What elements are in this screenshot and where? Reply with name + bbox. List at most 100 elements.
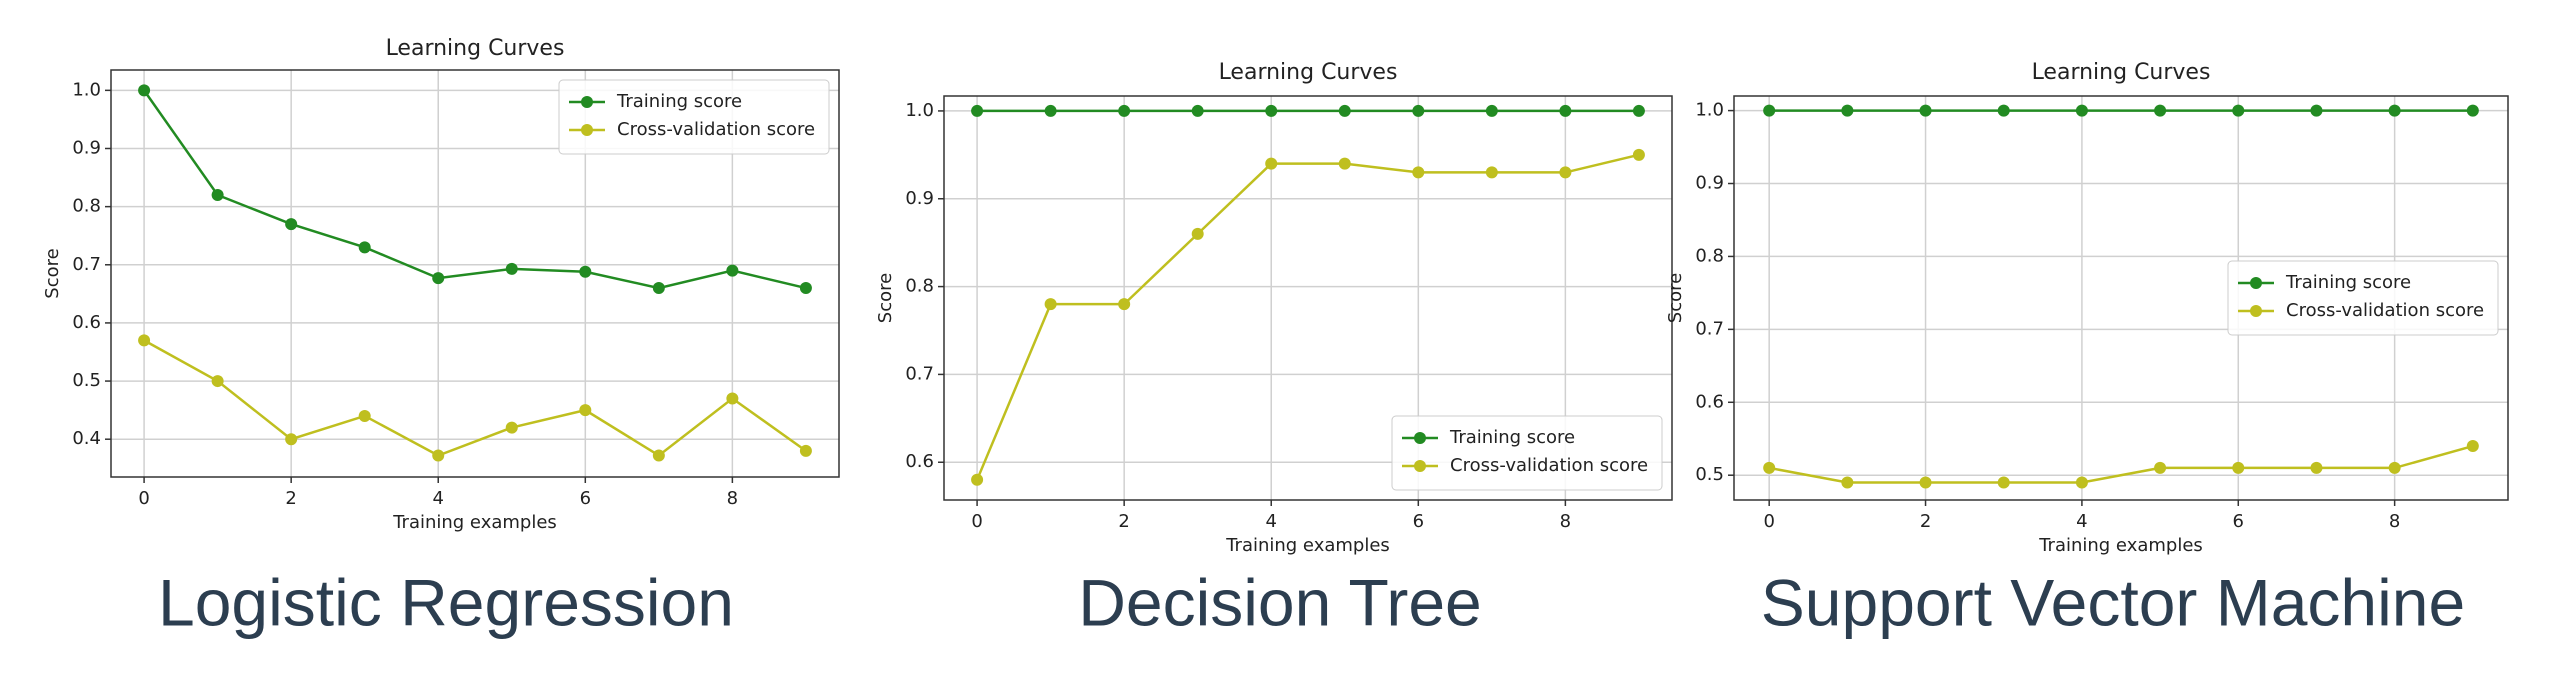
- y-axis-label: Score: [42, 248, 63, 298]
- y-tick-label: 0.7: [905, 363, 934, 384]
- x-tick-label: 4: [433, 488, 444, 509]
- data-point: [2075, 104, 2088, 117]
- data-point: [2388, 461, 2401, 474]
- x-tick-label: 4: [2076, 511, 2087, 532]
- data-point: [1632, 148, 1645, 161]
- legend-label: Training score: [2285, 272, 2411, 293]
- data-point: [971, 104, 984, 117]
- data-point: [138, 334, 151, 347]
- chart-caption: Logistic Regression: [158, 565, 734, 639]
- data-point: [652, 449, 665, 462]
- data-point: [358, 241, 371, 254]
- data-point: [1841, 104, 1854, 117]
- x-axis-label: Training examples: [2038, 535, 2203, 556]
- data-point: [2232, 461, 2245, 474]
- data-point: [2466, 104, 2479, 117]
- data-point: [2466, 440, 2479, 453]
- data-point: [1191, 104, 1204, 117]
- y-axis-label: Score: [875, 273, 896, 323]
- data-point: [579, 404, 592, 417]
- y-tick-label: 0.6: [1695, 391, 1724, 412]
- legend-box: [1391, 415, 1663, 491]
- legend: Training score Cross-validation score: [2227, 260, 2499, 336]
- y-tick-label: 1.0: [1695, 100, 1724, 121]
- legend-label: Cross-validation score: [1450, 455, 1648, 476]
- x-axis-label: Training examples: [1225, 535, 1390, 556]
- data-point: [1559, 166, 1572, 179]
- series-line: [1768, 444, 2474, 484]
- data-point: [285, 433, 298, 446]
- y-tick-label: 0.9: [1695, 173, 1724, 194]
- x-tick-label: 2: [285, 488, 296, 509]
- data-point: [2310, 104, 2323, 117]
- data-point: [1997, 104, 2010, 117]
- data-point: [1412, 166, 1425, 179]
- x-tick-label: 6: [1413, 511, 1424, 532]
- y-tick-label: 0.9: [905, 188, 934, 209]
- data-point: [432, 449, 445, 462]
- chart-title: Learning Curves: [2032, 60, 2211, 85]
- legend: Training score Cross-validation score: [558, 79, 830, 155]
- data-point: [2310, 461, 2323, 474]
- data-point: [1118, 298, 1131, 311]
- chart-caption: Support Vector Machine: [1761, 565, 2465, 639]
- x-axis-label: Training examples: [392, 512, 557, 533]
- data-point: [1191, 227, 1204, 240]
- y-tick-label: 0.4: [72, 428, 101, 449]
- data-point: [799, 444, 812, 457]
- y-axis-label: Score: [1665, 273, 1686, 323]
- y-tick-label: 0.5: [1695, 464, 1724, 485]
- y-tick-label: 0.6: [72, 312, 101, 333]
- y-tick-label: 0.8: [72, 196, 101, 217]
- x-tick-label: 8: [2389, 511, 2400, 532]
- data-point: [2232, 104, 2245, 117]
- x-tick-label: 8: [1560, 511, 1571, 532]
- legend-marker: [1414, 460, 1426, 472]
- x-tick-label: 6: [2233, 511, 2244, 532]
- data-point: [726, 264, 739, 277]
- legend-box: [558, 79, 830, 155]
- data-point: [1412, 104, 1425, 117]
- data-point: [1919, 104, 1932, 117]
- data-point: [1265, 104, 1278, 117]
- data-point: [505, 421, 518, 434]
- legend-marker: [581, 124, 593, 136]
- series-line: [975, 153, 1640, 481]
- series-line: [143, 89, 807, 290]
- plot-frame: [943, 95, 1673, 501]
- data-point: [1338, 157, 1351, 170]
- y-tick-label: 0.7: [72, 254, 101, 275]
- plot-frame: [110, 69, 840, 478]
- data-point: [211, 189, 224, 202]
- data-point: [1118, 104, 1131, 117]
- data-point: [726, 392, 739, 405]
- data-point: [1763, 104, 1776, 117]
- legend-marker: [581, 96, 593, 108]
- data-point: [2154, 104, 2167, 117]
- y-tick-label: 0.9: [72, 137, 101, 158]
- x-tick-label: 0: [138, 488, 149, 509]
- y-tick-label: 0.8: [905, 276, 934, 297]
- x-tick-label: 2: [1118, 511, 1129, 532]
- y-tick-label: 0.6: [905, 451, 934, 472]
- data-point: [971, 473, 984, 486]
- data-point: [358, 409, 371, 422]
- legend-box: [2227, 260, 2499, 336]
- data-point: [1919, 476, 1932, 489]
- legend-marker: [1414, 432, 1426, 444]
- data-point: [1763, 461, 1776, 474]
- chart-title: Learning Curves: [1219, 60, 1398, 85]
- chart-caption: Decision Tree: [1078, 565, 1482, 639]
- data-point: [1485, 166, 1498, 179]
- data-point: [1559, 104, 1572, 117]
- chart: 0 2 4 6 8 0.4 0.5 0.6 0.7 0.8 0.9 1.0 Learning Curve…: [42, 36, 840, 639]
- data-point: [505, 262, 518, 275]
- legend-marker: [2250, 305, 2262, 317]
- data-point: [1044, 104, 1057, 117]
- y-tick-label: 0.8: [1695, 245, 1724, 266]
- data-point: [1841, 476, 1854, 489]
- data-point: [285, 218, 298, 231]
- chart: 0 2 4 6 8 0.6 0.7 0.8 0.9 1.0 Learning Curves Train…: [875, 60, 1673, 639]
